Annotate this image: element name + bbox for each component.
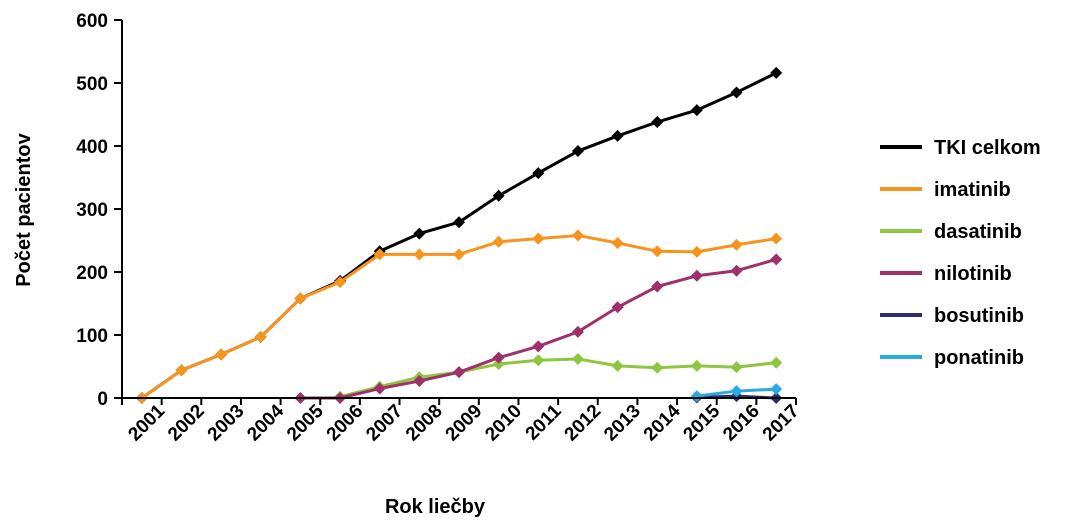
x-tick-label: 2014 (640, 400, 685, 445)
x-tick-label: 2008 (402, 401, 447, 446)
series-line-nilotinib (300, 257, 777, 400)
y-tick-label: 400 (76, 137, 108, 158)
data-point (492, 357, 505, 370)
data-point (492, 235, 505, 248)
data-point (571, 229, 584, 242)
legend-label: imatinib (934, 179, 1011, 201)
data-point (532, 232, 545, 245)
data-point (770, 356, 783, 369)
x-tick-label: 2009 (442, 401, 487, 446)
data-point (651, 361, 664, 374)
data-point (770, 232, 783, 245)
series-line-tki-celkom (140, 71, 777, 400)
data-point (571, 145, 584, 158)
data-point (730, 264, 743, 277)
data-point (690, 390, 703, 403)
x-tick-label: 2001 (124, 400, 169, 445)
data-point (571, 352, 584, 365)
data-point (611, 301, 624, 314)
data-point (215, 348, 228, 361)
data-point (413, 227, 426, 240)
y-tick-label: 100 (76, 326, 108, 347)
data-point (690, 269, 703, 282)
legend: TKI celkom imatinib dasatinib nilotinib bosu… (880, 137, 1041, 369)
legend-label: TKI celkom (934, 137, 1041, 159)
data-point (492, 351, 505, 364)
data-point (690, 359, 703, 372)
y-tick-label: 500 (76, 74, 108, 95)
x-tick-label: 2002 (164, 401, 209, 446)
x-tick-label: 2007 (362, 401, 407, 446)
y-tick-label: 300 (76, 200, 108, 221)
data-point (532, 340, 545, 353)
data-point (373, 248, 386, 261)
data-point (651, 116, 664, 129)
x-tick-label: 2010 (481, 401, 526, 446)
data-point (770, 383, 783, 396)
x-tick-label: 2003 (204, 401, 249, 446)
x-tick-label: 2006 (323, 401, 368, 446)
data-point (611, 129, 624, 142)
data-point (373, 382, 386, 395)
data-point (690, 104, 703, 117)
data-point (175, 364, 188, 377)
data-point (453, 366, 465, 379)
data-point (532, 354, 545, 367)
data-point (730, 361, 743, 374)
x-axis-title: Rok liečby (385, 496, 486, 518)
data-point (730, 385, 743, 398)
legend-label: ponatinib (934, 347, 1024, 369)
data-point (651, 280, 664, 293)
legend-label: nilotinib (934, 263, 1012, 285)
x-tick-label: 2015 (679, 400, 724, 445)
x-tick-label: 2011 (522, 400, 566, 444)
y-tick-label: 600 (76, 11, 108, 32)
data-point (730, 86, 743, 99)
series-line-dasatinib (339, 357, 777, 399)
x-tick-label: 2012 (561, 401, 606, 446)
x-tick-label: 2004 (243, 400, 288, 445)
x-tick-label: 2016 (719, 401, 764, 446)
data-point (294, 292, 307, 305)
legend-label: dasatinib (934, 221, 1022, 243)
legend-label: bosutinib (934, 305, 1024, 327)
data-point (690, 245, 703, 258)
data-point (770, 66, 783, 79)
data-point (611, 237, 624, 250)
data-point (532, 167, 545, 180)
x-tick-label: 2017 (759, 401, 804, 446)
x-tick-label: 2005 (283, 400, 328, 445)
y-axis-title: Počet pacientov (13, 132, 35, 286)
y-tick-label: 200 (76, 263, 108, 284)
data-point (651, 245, 664, 258)
data-point (770, 253, 783, 266)
data-point (611, 359, 624, 372)
data-point (571, 325, 584, 338)
data-point (413, 248, 426, 261)
data-point (334, 276, 347, 289)
data-point (254, 330, 267, 343)
plot-area (135, 66, 783, 404)
data-point (413, 374, 426, 387)
data-point (453, 248, 465, 261)
data-point (730, 238, 743, 251)
y-tick-label: 0 (97, 389, 108, 410)
data-point (453, 216, 465, 229)
data-point (492, 189, 505, 202)
x-tick-label: 2013 (600, 401, 645, 446)
